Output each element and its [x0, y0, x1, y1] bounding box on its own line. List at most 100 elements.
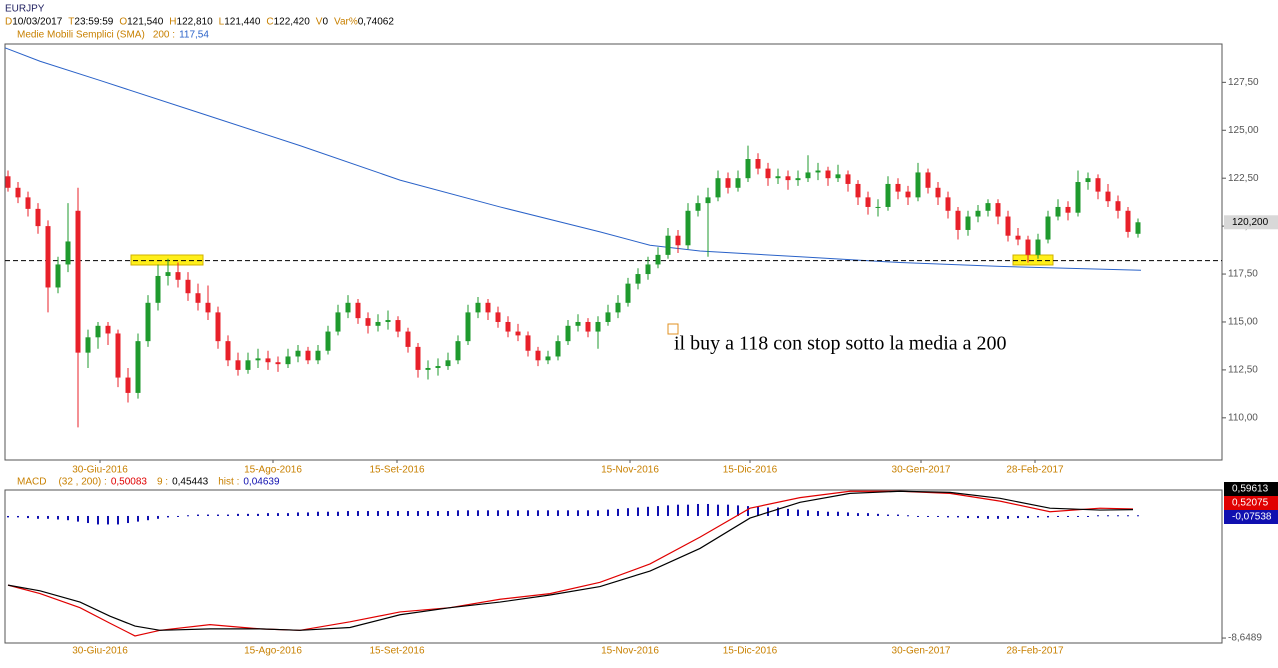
candle-body [1005, 216, 1011, 236]
candle-body [85, 337, 91, 353]
hist-bar [967, 515, 969, 519]
hist-bar [907, 515, 909, 517]
hist-bar [657, 506, 659, 516]
hist-bar [827, 511, 829, 516]
hist-bar [837, 511, 839, 516]
candle-body [395, 320, 401, 332]
hist-bar [427, 511, 429, 516]
candle-body [715, 178, 721, 198]
annotation-marker [667, 323, 679, 335]
candle-body [385, 320, 391, 322]
candle-body [125, 377, 131, 393]
header-key: O [119, 17, 127, 28]
hist-bar [1017, 515, 1019, 519]
candle-body [255, 358, 261, 361]
hist-bar [397, 511, 399, 516]
highlight-box [130, 254, 204, 266]
header-key: H [169, 17, 176, 28]
hist-bar [817, 511, 819, 516]
hist-bar [777, 507, 779, 516]
value-box-label: 0,52075 [1232, 498, 1269, 509]
header-value: 23:59:59 [74, 17, 113, 28]
candle-body [675, 235, 681, 246]
x-tick-label: 15-Dic-2016 [723, 465, 778, 476]
candle-body [885, 183, 891, 207]
candle-body [515, 331, 521, 336]
candle-body [985, 203, 991, 211]
candle-body [655, 254, 661, 265]
x-tick-label: 15-Ago-2016 [244, 465, 302, 476]
candle-body [825, 170, 831, 179]
x-tick-label: 15-Ago-2016 [244, 646, 302, 657]
candle-body [555, 341, 561, 357]
last-price-box [1224, 215, 1278, 230]
hist-bar [857, 513, 859, 516]
candle-body [1045, 216, 1051, 240]
candle-body [95, 325, 101, 338]
hist-bar [1097, 515, 1099, 517]
hist-bar [97, 515, 99, 525]
hist-bar [247, 513, 249, 516]
candle-body [1025, 239, 1031, 255]
hist-bar [337, 511, 339, 516]
candle-body [405, 331, 411, 347]
candle-body [615, 302, 621, 313]
hist-bar [347, 511, 349, 516]
header-value: 122,420 [274, 17, 311, 28]
highlight-box [1012, 254, 1054, 266]
candle-body [1015, 235, 1021, 240]
hist-bar [637, 507, 639, 516]
legend-label: hist : [218, 477, 239, 488]
header-value: 0 [322, 17, 328, 28]
candle-body [685, 210, 691, 246]
candle-body [375, 321, 381, 326]
hist-bar [67, 515, 69, 521]
macd-title: MACD [17, 477, 46, 488]
candle-body [575, 321, 581, 326]
x-tick-label: 28-Feb-2017 [1006, 465, 1064, 476]
hist-bar [737, 505, 739, 516]
hist-bar [467, 510, 469, 516]
hist-bar [27, 515, 29, 519]
hist-bar [257, 513, 259, 516]
hist-bar [157, 515, 159, 519]
y-tick-label: 127,50 [1228, 77, 1259, 88]
symbol: EURJPY [5, 4, 45, 15]
hist-bar [607, 509, 609, 516]
hist-bar [287, 513, 289, 516]
candle-body [855, 183, 861, 198]
candle-body [785, 176, 791, 181]
header-key: L [219, 17, 225, 28]
hist-bar [37, 515, 39, 519]
candle-body [245, 360, 251, 370]
hist-bar [267, 513, 269, 516]
hist-bar [887, 514, 889, 516]
x-tick-label: 30-Giu-2016 [72, 465, 128, 476]
candle-body [605, 312, 611, 322]
value-box-label: 0,59613 [1232, 484, 1269, 495]
candle-body [55, 264, 61, 288]
header-key: Var% [334, 17, 358, 28]
hist-bar [547, 510, 549, 516]
hist-bar [577, 510, 579, 516]
hist-bar [567, 510, 569, 516]
candle-body [25, 197, 31, 209]
hist-bar [1127, 515, 1129, 517]
hist-bar [207, 514, 209, 516]
hist-bar [1107, 515, 1109, 517]
hist-bar [537, 510, 539, 516]
hist-bar [667, 505, 669, 516]
candle-body [1035, 239, 1041, 255]
x-tick-label: 30-Gen-2017 [892, 646, 951, 657]
candle-body [115, 333, 121, 378]
candle-body [1105, 191, 1111, 202]
candle-body [265, 358, 271, 363]
candle-body [135, 341, 141, 393]
indicator-value: 117,54 [179, 30, 209, 41]
hist-bar [187, 515, 189, 517]
hist-bar [557, 510, 559, 516]
candle-body [365, 318, 371, 326]
hist-bar [787, 508, 789, 516]
hist-bar [1067, 515, 1069, 517]
